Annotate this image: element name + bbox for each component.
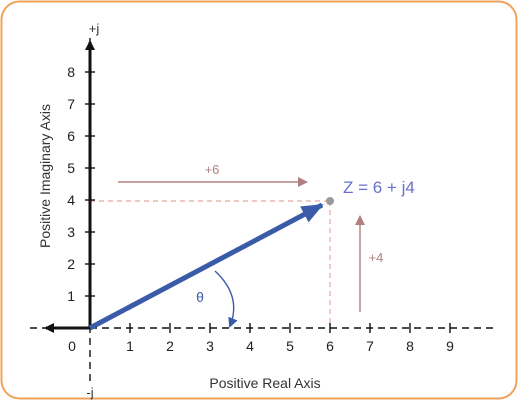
x-tick-label: 8 — [406, 338, 414, 354]
y-tick-label: 1 — [67, 288, 75, 304]
x-tick-label: 5 — [286, 338, 294, 354]
plus-j-label: +j — [89, 21, 100, 36]
x-tick-label: 4 — [246, 338, 254, 354]
y-tick-label: 8 — [67, 64, 75, 80]
minus-j-label: -j — [86, 385, 93, 400]
y-tick-label: 5 — [67, 160, 75, 176]
real-axis-title: Positive Real Axis — [209, 375, 320, 391]
x-tick-label: 3 — [206, 338, 214, 354]
y-tick-label: 2 — [67, 256, 75, 272]
real-component-label: +6 — [205, 162, 220, 177]
y-tick-label: 7 — [67, 96, 75, 112]
z-point — [326, 197, 334, 205]
z-vector-arrow — [88, 202, 324, 331]
x-tick-label: 6 — [326, 338, 334, 354]
angle-label: θ — [196, 289, 204, 305]
equation-label: Z = 6 + j4 — [343, 178, 415, 197]
y-tick-label: 4 — [67, 192, 75, 208]
x-tick-labels: 0 1 2 3 4 5 6 7 8 9 — [68, 338, 454, 354]
x-tick-label: 2 — [166, 338, 174, 354]
imag-component-label: +4 — [369, 250, 384, 265]
x-tick-label: 7 — [366, 338, 374, 354]
x-tick-label: 9 — [446, 338, 454, 354]
x-tick-label: 1 — [126, 338, 134, 354]
y-tick-label: 3 — [67, 224, 75, 240]
x-tick-label: 0 — [68, 338, 76, 354]
y-tick-label: 6 — [67, 128, 75, 144]
angle-arc — [214, 270, 238, 328]
x-tick-marks — [129, 323, 451, 333]
y-tick-marks — [85, 71, 95, 297]
y-tick-labels: 1 2 3 4 5 6 7 8 — [67, 64, 75, 304]
imag-axis-title: Positive Imaginary Axis — [37, 104, 53, 248]
